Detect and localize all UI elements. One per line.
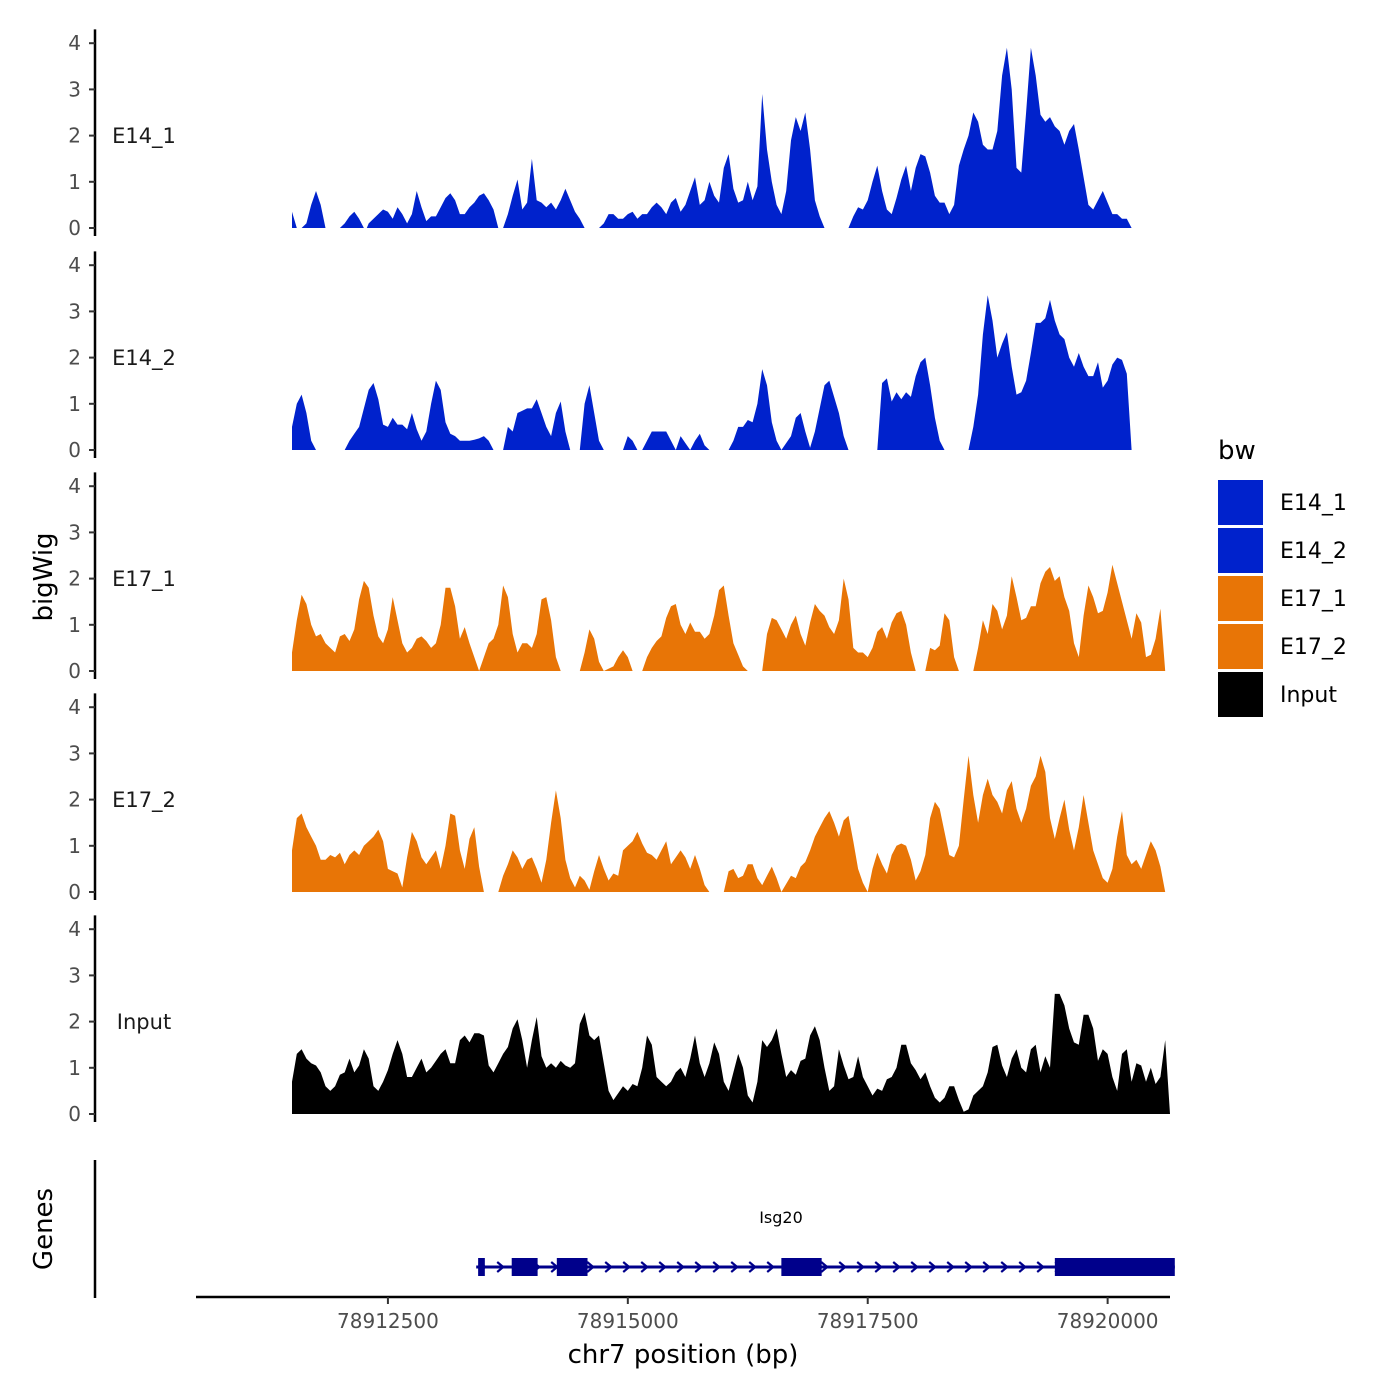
legend-swatch-E14_2 [1218,528,1263,573]
strand-arrow [964,1261,973,1273]
y-tick-label: 0 [68,438,81,462]
y-tick-label: 2 [68,124,81,148]
strand-arrow [658,1261,667,1273]
strand-arrow [838,1261,847,1273]
strand-arrow [676,1261,685,1273]
track-label: Input [117,1010,171,1034]
y-tick-label: 0 [68,880,81,904]
y-tick-label: 3 [68,299,81,323]
strand-arrow [640,1261,649,1273]
strand-arrow [712,1261,721,1273]
coverage-area-E17_2 [292,755,1166,892]
y-tick-label: 0 [68,1102,81,1126]
strand-arrow [604,1261,613,1273]
exon-block [1054,1258,1175,1276]
coverage-area-Input [292,993,1170,1114]
strand-arrow [892,1261,901,1273]
strand-arrow [1000,1261,1009,1273]
x-tick-label: 78917500 [817,1309,919,1333]
legend: bw E14_1 E14_2 E17_1 E17_2 Input [1218,436,1347,717]
strand-arrow [766,1261,775,1273]
track-E14_2: 0 1 2 3 4 E14_2 [68,251,1132,462]
exon-block [556,1258,588,1276]
legend-label: E17_1 [1280,587,1347,612]
track-label: E14_2 [112,346,176,371]
track-label: E17_1 [112,567,176,592]
strand-arrow [694,1261,703,1273]
y-tick-label: 1 [68,392,81,416]
strand-arrow [496,1261,505,1273]
strand-arrow [622,1261,631,1273]
y-tick-label: 3 [68,77,81,101]
strand-arrow [748,1261,757,1273]
y-tick-label: 1 [68,170,81,194]
track-E17_1: 0 1 2 3 4 E17_1 [68,472,1166,683]
strand-arrow [820,1261,829,1273]
y-tick-label: 4 [68,253,81,277]
legend-label: Input [1280,683,1337,708]
strand-arrow [946,1261,955,1273]
y-tick-label: 2 [68,1010,81,1034]
track-E17_2: 0 1 2 3 4 E17_2 [68,693,1166,904]
exon-block [478,1258,485,1276]
x-tick-label: 78920000 [1057,1309,1159,1333]
strand-arrow [874,1261,883,1273]
legend-label: E17_2 [1280,635,1347,660]
strand-arrow [1018,1261,1027,1273]
y-tick-label: 0 [68,659,81,683]
legend-swatch-E17_2 [1218,624,1263,669]
y-axis-title: bigWig [29,532,59,621]
y-tick-label: 3 [68,741,81,765]
x-tick-label: 78912500 [337,1309,439,1333]
strand-arrow [586,1261,595,1273]
y-tick-label: 2 [68,346,81,370]
genes-track-title: Genes [29,1188,59,1270]
strand-arrow [910,1261,919,1273]
strand-arrow [1036,1261,1045,1273]
y-tick-label: 1 [68,834,81,858]
x-axis-title: chr7 position (bp) [568,1340,799,1370]
track-Input: 0 1 2 3 4 Input [68,915,1170,1126]
strand-arrow [982,1261,991,1273]
exon-block [781,1258,822,1276]
strand-arrow [856,1261,865,1273]
y-tick-label: 4 [68,917,81,941]
coverage-area-E14_2 [292,295,1132,450]
coverage-area-E17_1 [292,564,1166,671]
track-E14_1: 0 1 2 3 4 E14_1 [68,29,1132,240]
legend-swatch-Input [1218,672,1263,717]
track-label: E14_1 [112,124,176,149]
x-tick-label: 78915000 [577,1309,679,1333]
y-tick-label: 1 [68,1056,81,1080]
strand-arrow [928,1261,937,1273]
track-label: E17_2 [112,788,176,813]
y-tick-label: 4 [68,474,81,498]
coverage-area-E14_1 [292,47,1132,228]
legend-title: bw [1218,436,1256,466]
tracks-layer: 0 1 2 3 4 E14_1 0 1 2 3 4 E14_2 0 1 2 3 4 E17_1 0 1 2 3 4 E17_2… [68,29,1170,1126]
y-tick-label: 4 [68,695,81,719]
strand-arrow [730,1261,739,1273]
y-tick-label: 3 [68,963,81,987]
y-tick-label: 2 [68,567,81,591]
y-tick-label: 0 [68,216,81,240]
y-tick-label: 1 [68,613,81,637]
gene-name-label: Isg20 [759,1208,803,1227]
gene-track: Isg20 [93,1160,1175,1298]
x-axis: 78912500 78915000 78917500 78920000 [196,1295,1170,1333]
legend-swatch-E17_1 [1218,576,1263,621]
legend-swatch-E14_1 [1218,480,1263,525]
legend-label: E14_2 [1280,539,1347,564]
exon-block [511,1258,538,1276]
legend-label: E14_1 [1280,491,1347,516]
y-tick-label: 2 [68,788,81,812]
y-tick-label: 3 [68,520,81,544]
y-tick-label: 4 [68,31,81,55]
gene-model [476,1258,1175,1276]
